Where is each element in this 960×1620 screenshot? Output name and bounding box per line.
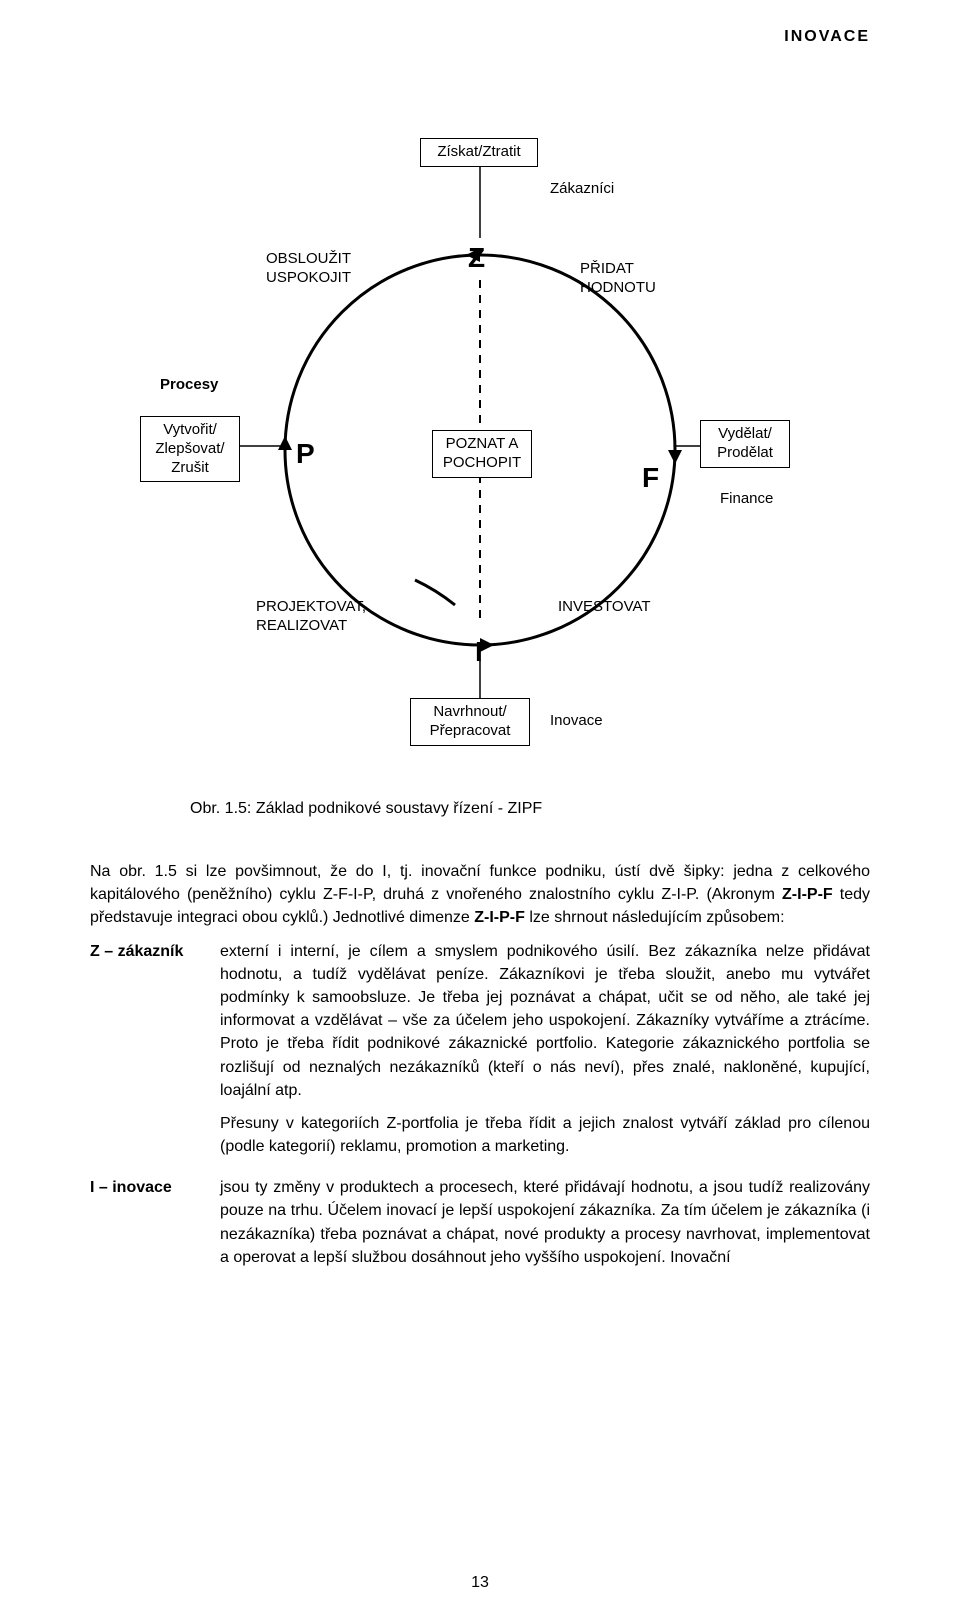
page-number: 13 bbox=[0, 1574, 960, 1592]
inner-arc bbox=[415, 580, 455, 605]
figure-caption: Obr. 1.5: Základ podnikové soustavy říze… bbox=[190, 800, 542, 818]
box-vytvorit: Vytvořit/ Zlepšovat/ Zrušit bbox=[140, 416, 240, 482]
def-z-body: externí i interní, je cílem a smyslem po… bbox=[220, 940, 870, 1102]
intro-1e: lze shrnout následujícím způsobem: bbox=[525, 909, 785, 926]
intro-paragraph: Na obr. 1.5 si lze povšimnout, že do I, … bbox=[90, 860, 870, 930]
box-ziskat-ztratit: Získat/Ztratit bbox=[420, 138, 538, 167]
label-zakaznici: Zákazníci bbox=[550, 180, 614, 199]
body-text: Na obr. 1.5 si lze povšimnout, že do I, … bbox=[90, 860, 870, 1269]
label-pridat: PŘIDAT HODNOTU bbox=[580, 260, 656, 298]
box-poznat-pochopit: POZNAT A POCHOPIT bbox=[432, 430, 532, 478]
letter-p: P bbox=[296, 438, 315, 470]
label-investovat: INVESTOVAT bbox=[558, 598, 651, 617]
def-z-term: Z – zákazník bbox=[90, 940, 220, 1102]
page-header: INOVACE bbox=[784, 28, 870, 46]
def-z: Z – zákazník externí i interní, je cílem… bbox=[90, 940, 870, 1102]
label-projektovat: PROJEKTOVAT, REALIZOVAT bbox=[256, 598, 366, 636]
box-navrhnout: Navrhnout/ Přepracovat bbox=[410, 698, 530, 746]
letter-z: Z bbox=[468, 242, 485, 274]
letter-i: I bbox=[475, 636, 483, 668]
label-obslouzit: OBSLOUŽIT USPOKOJIT bbox=[266, 250, 351, 288]
label-inovace: Inovace bbox=[550, 712, 603, 731]
def-z-body2: Přesuny v kategoriích Z-portfolia je tře… bbox=[220, 1112, 870, 1158]
def-i-term: I – inovace bbox=[90, 1176, 220, 1269]
def-i-body: jsou ty změny v produktech a procesech, … bbox=[220, 1176, 870, 1269]
label-procesy: Procesy bbox=[160, 376, 218, 395]
zipf-diagram: Z P F I Získat/Ztratit Vytvořit/ Zlepšov… bbox=[60, 130, 900, 770]
def-i: I – inovace jsou ty změny v produktech a… bbox=[90, 1176, 870, 1269]
label-finance: Finance bbox=[720, 490, 773, 509]
box-vydelat: Vydělat/ Prodělat bbox=[700, 420, 790, 468]
intro-1b: Z-I-P-F bbox=[782, 886, 833, 903]
intro-1: Na obr. 1.5 si lze povšimnout, že do I, … bbox=[90, 863, 870, 903]
intro-1d: Z-I-P-F bbox=[474, 909, 525, 926]
letter-f: F bbox=[642, 462, 659, 494]
